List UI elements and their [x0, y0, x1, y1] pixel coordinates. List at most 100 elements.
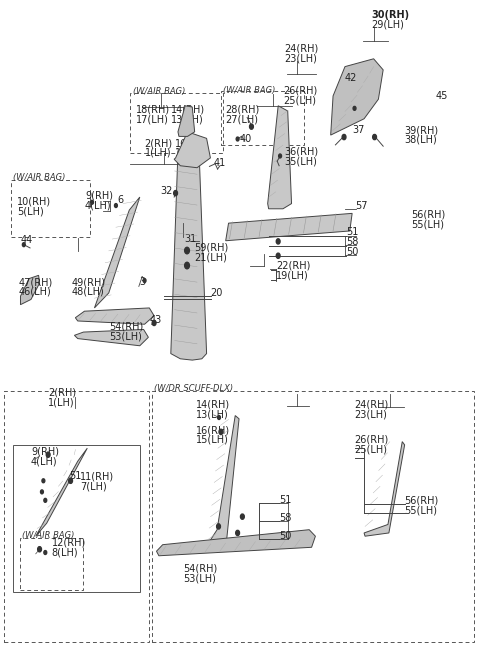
Text: 30(RH): 30(RH)	[371, 10, 409, 20]
Circle shape	[342, 134, 346, 140]
Circle shape	[236, 137, 239, 141]
Circle shape	[44, 498, 47, 502]
Text: (W/AIR BAG): (W/AIR BAG)	[13, 173, 66, 182]
Text: 49(RH): 49(RH)	[72, 277, 106, 287]
Circle shape	[250, 124, 253, 129]
Text: 48(LH): 48(LH)	[72, 287, 105, 297]
Text: 43: 43	[149, 315, 162, 325]
Polygon shape	[174, 132, 210, 168]
Text: 46(LH): 46(LH)	[18, 287, 51, 297]
Text: 44: 44	[21, 235, 33, 246]
Text: 56(RH): 56(RH)	[405, 496, 439, 506]
Text: 11(RH): 11(RH)	[80, 472, 114, 481]
Text: 28(RH): 28(RH)	[226, 104, 260, 114]
Text: 15(LH): 15(LH)	[175, 148, 207, 158]
Polygon shape	[268, 105, 291, 209]
Circle shape	[279, 154, 281, 158]
Text: 59(RH): 59(RH)	[195, 242, 229, 252]
Text: 26(RH): 26(RH)	[283, 85, 317, 96]
Text: 54(RH): 54(RH)	[109, 322, 143, 331]
Polygon shape	[74, 329, 148, 346]
Text: 3: 3	[139, 277, 145, 287]
Text: 55(LH): 55(LH)	[405, 506, 438, 515]
Text: 45: 45	[436, 91, 448, 101]
Text: (W/DR SCUFF-DLX): (W/DR SCUFF-DLX)	[154, 384, 233, 393]
Text: 24(RH): 24(RH)	[355, 400, 389, 409]
Text: 41: 41	[214, 158, 226, 168]
Circle shape	[143, 278, 146, 282]
Text: 22(RH): 22(RH)	[276, 261, 310, 271]
Text: 13(LH): 13(LH)	[171, 114, 204, 124]
Text: 9(RH): 9(RH)	[85, 191, 113, 200]
Text: 12(RH): 12(RH)	[51, 537, 86, 548]
Polygon shape	[21, 275, 39, 305]
Text: 4(LH): 4(LH)	[31, 457, 58, 466]
Circle shape	[37, 547, 41, 552]
Text: 36(RH): 36(RH)	[284, 147, 319, 157]
Circle shape	[216, 524, 220, 529]
Text: 56(RH): 56(RH)	[411, 210, 445, 220]
Text: 1(LH): 1(LH)	[144, 148, 171, 158]
Text: 23(LH): 23(LH)	[355, 409, 387, 419]
Text: 17(LH): 17(LH)	[136, 114, 169, 124]
Circle shape	[40, 490, 43, 494]
Text: 53(LH): 53(LH)	[183, 573, 216, 583]
Text: 54(RH): 54(RH)	[183, 563, 217, 573]
Text: 13(LH): 13(LH)	[196, 409, 229, 419]
Polygon shape	[36, 448, 87, 536]
Polygon shape	[95, 197, 140, 308]
Text: 32: 32	[160, 186, 172, 196]
Text: 55(LH): 55(LH)	[411, 219, 444, 230]
Text: 2(RH): 2(RH)	[48, 387, 76, 398]
Text: 50: 50	[279, 531, 291, 542]
Text: 16(RH): 16(RH)	[175, 138, 209, 148]
Text: (W/AIR BAG): (W/AIR BAG)	[22, 531, 74, 540]
Circle shape	[240, 514, 244, 519]
Text: 9(RH): 9(RH)	[31, 447, 59, 457]
Text: 25(LH): 25(LH)	[355, 445, 387, 455]
Text: 53(LH): 53(LH)	[109, 331, 142, 341]
Text: 51: 51	[70, 472, 82, 481]
Text: 2(RH): 2(RH)	[144, 138, 173, 148]
Circle shape	[152, 320, 156, 326]
Text: (W/AIR BAG): (W/AIR BAG)	[132, 87, 185, 96]
Text: 50: 50	[346, 247, 358, 257]
Text: 57: 57	[356, 201, 368, 212]
Circle shape	[217, 415, 220, 419]
Text: 16(RH): 16(RH)	[196, 425, 230, 435]
Text: 14(RH): 14(RH)	[196, 400, 230, 409]
Text: 37: 37	[352, 125, 364, 135]
Polygon shape	[206, 415, 239, 551]
Circle shape	[276, 239, 280, 244]
Text: 15(LH): 15(LH)	[196, 435, 229, 445]
Text: 47(RH): 47(RH)	[18, 277, 52, 287]
Text: (W/AIR BAG): (W/AIR BAG)	[223, 86, 276, 95]
Text: 31: 31	[185, 234, 197, 244]
Circle shape	[185, 248, 190, 253]
Polygon shape	[171, 151, 206, 360]
Text: 4(LH): 4(LH)	[85, 200, 111, 210]
Text: 40: 40	[240, 134, 252, 143]
Text: 38(LH): 38(LH)	[405, 135, 437, 145]
Circle shape	[219, 429, 223, 434]
Text: 5(LH): 5(LH)	[17, 206, 44, 217]
Text: 19(LH): 19(LH)	[276, 271, 309, 280]
Circle shape	[174, 191, 178, 196]
Text: 51: 51	[346, 227, 358, 238]
Circle shape	[185, 262, 190, 269]
Text: 18(RH): 18(RH)	[136, 104, 170, 114]
Text: 39(RH): 39(RH)	[405, 125, 439, 135]
Text: 6: 6	[117, 195, 123, 205]
Text: 26(RH): 26(RH)	[355, 435, 389, 445]
Circle shape	[115, 204, 117, 208]
Polygon shape	[178, 105, 195, 136]
Text: 51: 51	[279, 495, 291, 505]
Circle shape	[236, 531, 240, 536]
Text: 20: 20	[210, 288, 223, 298]
Text: 25(LH): 25(LH)	[283, 95, 316, 105]
Circle shape	[276, 253, 280, 258]
Text: 58: 58	[279, 513, 291, 523]
Text: 24(RH): 24(RH)	[284, 44, 318, 54]
Text: 23(LH): 23(LH)	[284, 53, 317, 64]
Text: 29(LH): 29(LH)	[371, 20, 404, 29]
